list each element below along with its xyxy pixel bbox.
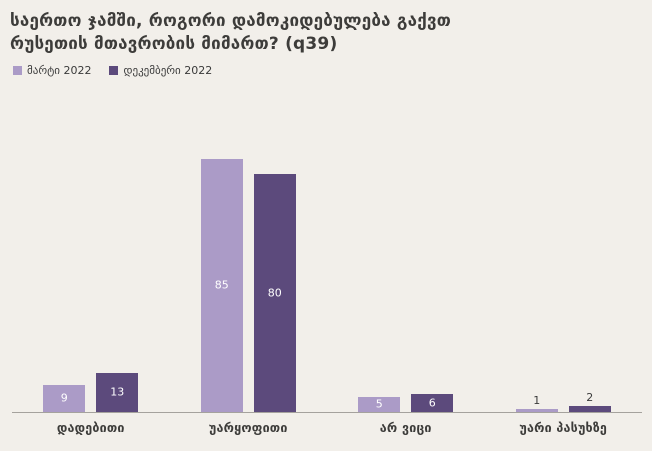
- bar: 13: [96, 372, 139, 412]
- category-label: უარყოფითი: [208, 419, 288, 435]
- chart-title-line2: რუსეთის მთავრობის მიმართ? (q39): [10, 34, 338, 55]
- bar-value-label: 2: [586, 390, 594, 404]
- bar-wrapper: 2: [568, 390, 611, 412]
- bar: 6: [411, 393, 454, 412]
- bar: 85: [200, 158, 243, 412]
- bar-value-label: 85: [214, 278, 229, 292]
- bar: [568, 405, 611, 412]
- bar-value-label: 13: [110, 385, 125, 399]
- chart-title-line1: საერთო ჯამში, როგორი დამოკიდებულება გაქვ…: [10, 11, 452, 31]
- bar-chart: 9 13 85 80 5 6 1 2 დადებითი უარყოფითი არ ვიცი უარი…: [10, 83, 644, 435]
- category-label: უარი პასუხზე: [519, 419, 608, 435]
- bar-value-label: 5: [375, 397, 383, 411]
- category-label: არ ვიცი: [379, 419, 432, 435]
- category-label: დადებითი: [56, 419, 125, 435]
- bar: 5: [358, 396, 401, 412]
- bar-value-label: 80: [267, 286, 282, 300]
- bar: [515, 408, 558, 412]
- bar-wrapper: 80: [253, 173, 296, 412]
- legend-swatch-march-2022: [13, 65, 22, 75]
- legend: მარტი 2022 დეკემბერი 2022: [13, 64, 644, 77]
- legend-swatch-december-2022: [109, 65, 119, 75]
- chart-page: საერთო ჯამში, როგორი დამოკიდებულება გაქვ…: [10, 10, 644, 435]
- bar-wrapper: 13: [96, 372, 139, 412]
- bar-wrapper: 1: [515, 393, 558, 412]
- bar-wrapper: 5: [358, 396, 401, 412]
- plot-area: 9 13 85 80 5 6 1 2: [12, 83, 642, 413]
- legend-label-march-2022: მარტი 2022: [27, 63, 92, 77]
- category-axis: დადებითი უარყოფითი არ ვიცი უარი პასუხზე: [12, 420, 642, 435]
- bar: 9: [43, 384, 86, 412]
- bar-group: 9 13: [12, 372, 170, 412]
- bar-wrapper: 9: [43, 384, 86, 412]
- bar: 80: [253, 173, 296, 412]
- bar-group: 85 80: [170, 158, 328, 412]
- bar-value-label: 9: [60, 391, 68, 405]
- legend-label-december-2022: დეკემბერი 2022: [123, 63, 213, 77]
- legend-item-december-2022: დეკემბერი 2022: [109, 64, 212, 77]
- bar-wrapper: 85: [200, 158, 243, 412]
- chart-title: საერთო ჯამში, როგორი დამოკიდებულება გაქვ…: [10, 10, 644, 57]
- bar-wrapper: 6: [411, 393, 454, 412]
- bar-value-label: 6: [428, 396, 436, 410]
- bar-value-label: 1: [533, 393, 541, 407]
- legend-item-march-2022: მარტი 2022: [13, 64, 91, 77]
